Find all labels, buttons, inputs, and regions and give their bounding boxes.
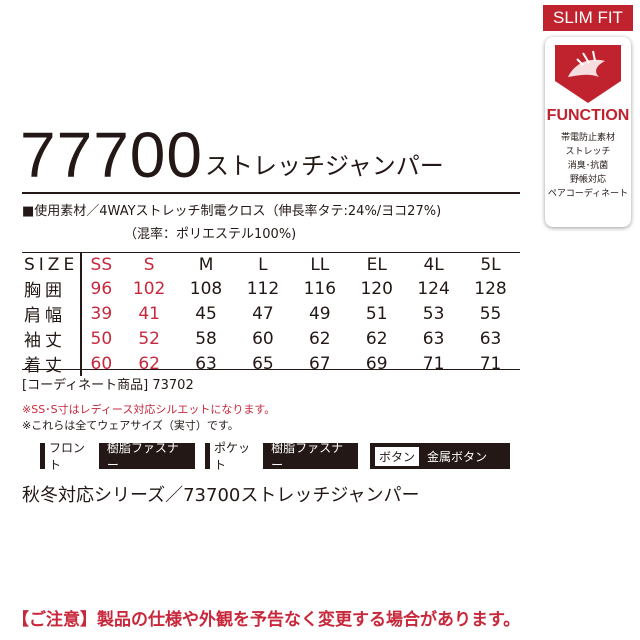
table-cell: 50 bbox=[90, 328, 113, 349]
table-cell: 120 bbox=[360, 278, 393, 299]
material-line: ■使用素材／4WAYストレッチ制電クロス（伸長率タテ:24%/ヨコ27%) bbox=[22, 204, 442, 219]
table-cell: 112 bbox=[246, 278, 280, 299]
feature-item: 消臭･抗菌 bbox=[567, 161, 609, 171]
spec-key: ポケット bbox=[210, 438, 264, 474]
table-cell: 60 bbox=[252, 328, 274, 349]
caution-notice: 【ご注意】製品の仕様や外観を予告なく変更する場合があります。 bbox=[12, 610, 521, 630]
size-table: SIZE SS S M L LL EL 4L 5L 胸囲 96 102 108 112 116 120 124 1… bbox=[22, 253, 520, 376]
product-name: ストレッチジャンパー bbox=[205, 152, 444, 180]
table-cell: 71 bbox=[422, 353, 445, 374]
table-cell: 4L bbox=[423, 254, 444, 275]
feature-item: ストレッチ bbox=[565, 147, 611, 157]
table-cell: 51 bbox=[365, 303, 388, 324]
spec-2: ボタン 金属ボタン bbox=[370, 443, 510, 469]
table-cell: 67 bbox=[308, 353, 331, 374]
table-cell: 108 bbox=[189, 278, 223, 299]
series-title: 秋冬対応シリーズ／73700ストレッチジャンパー bbox=[22, 485, 420, 506]
table-header: SIZE SS S M L LL EL 4L 5L bbox=[22, 253, 519, 276]
table-cell: 102 bbox=[132, 278, 166, 299]
table-cell: 47 bbox=[252, 303, 274, 324]
table-row: 肩幅 39 41 45 47 49 51 53 55 bbox=[22, 301, 519, 326]
function-label: FUNCTION bbox=[546, 107, 630, 124]
size-note: ※これらは全てウェアサイズ（実寸）です。 bbox=[22, 419, 239, 432]
table-cell: 着丈 bbox=[22, 351, 82, 376]
divider bbox=[22, 369, 520, 370]
table-cell: 袖丈 bbox=[22, 326, 82, 351]
table-cell: LL bbox=[310, 254, 330, 275]
spec-1: ポケット 樹脂ファスナー bbox=[205, 438, 358, 474]
table-cell: 60 bbox=[90, 353, 113, 374]
table-cell: 胸囲 bbox=[22, 276, 82, 301]
divider bbox=[22, 192, 520, 194]
table-cell: 124 bbox=[417, 278, 450, 299]
table-cell: 41 bbox=[138, 303, 160, 324]
ladies-note: ※SS･S寸はレディース対応シルエットになります。 bbox=[22, 403, 276, 416]
table-row: 胸囲 96 102 108 112 116 120 124 128 bbox=[22, 276, 519, 301]
table-cell: 96 bbox=[90, 278, 113, 299]
table-cell: 53 bbox=[422, 303, 445, 324]
spec-0: フロント 樹脂ファスナー bbox=[40, 438, 195, 474]
table-cell: SIZE bbox=[22, 253, 82, 276]
table-cell: 5L bbox=[480, 254, 501, 275]
table-row: 袖丈 50 52 58 60 62 62 63 63 bbox=[22, 326, 519, 351]
table-cell: 39 bbox=[90, 303, 113, 324]
product-code: 77700 bbox=[20, 119, 203, 191]
table-cell: 62 bbox=[365, 328, 388, 349]
table-cell: 62 bbox=[138, 353, 160, 374]
table-cell: 69 bbox=[365, 353, 388, 374]
dragon-shield-icon bbox=[555, 45, 621, 103]
spec-value: 樹脂ファスナー bbox=[106, 441, 179, 472]
feature-item: 野帳対応 bbox=[569, 175, 606, 185]
table-cell: 58 bbox=[195, 328, 217, 349]
table-cell: 63 bbox=[195, 353, 217, 374]
spec-key: フロント bbox=[45, 438, 99, 474]
table-row: 着丈 60 62 63 65 67 69 71 71 bbox=[22, 351, 519, 376]
table-cell: L bbox=[258, 254, 268, 275]
table-cell: 71 bbox=[479, 353, 502, 374]
table-cell: 62 bbox=[308, 328, 331, 349]
feature-item: ペアコーディネート bbox=[547, 189, 629, 199]
divider bbox=[22, 252, 520, 253]
table-cell: EL bbox=[366, 254, 387, 275]
table-cell: 45 bbox=[195, 303, 217, 324]
table-cell: M bbox=[198, 254, 214, 275]
material-blend: （混率：ポリエステル100%) bbox=[124, 227, 297, 242]
spec-value: 樹脂ファスナー bbox=[271, 441, 344, 472]
table-cell: S bbox=[143, 254, 155, 275]
spec-key: ボタン bbox=[375, 446, 420, 466]
table-cell: 肩幅 bbox=[22, 301, 82, 326]
table-cell: 65 bbox=[252, 353, 274, 374]
function-card: FUNCTION 帯電防止素材 ストレッチ消臭･抗菌野帳対応ペアコーディネート bbox=[545, 37, 631, 227]
table-cell: 63 bbox=[422, 328, 445, 349]
spec-value: 金属ボタン bbox=[427, 449, 488, 464]
table-cell: 116 bbox=[303, 278, 337, 299]
table-cell: 128 bbox=[474, 278, 507, 299]
slim-fit-badge: SLIM FIT bbox=[543, 5, 633, 31]
table-cell: 52 bbox=[138, 328, 160, 349]
coordinate-product: [コーディネート商品] 73702 bbox=[22, 378, 194, 393]
table-cell: SS bbox=[90, 254, 113, 275]
table-cell: 63 bbox=[479, 328, 502, 349]
feature-item: 帯電防止素材 bbox=[560, 133, 615, 143]
table-cell: 55 bbox=[479, 303, 502, 324]
table-cell: 49 bbox=[308, 303, 331, 324]
